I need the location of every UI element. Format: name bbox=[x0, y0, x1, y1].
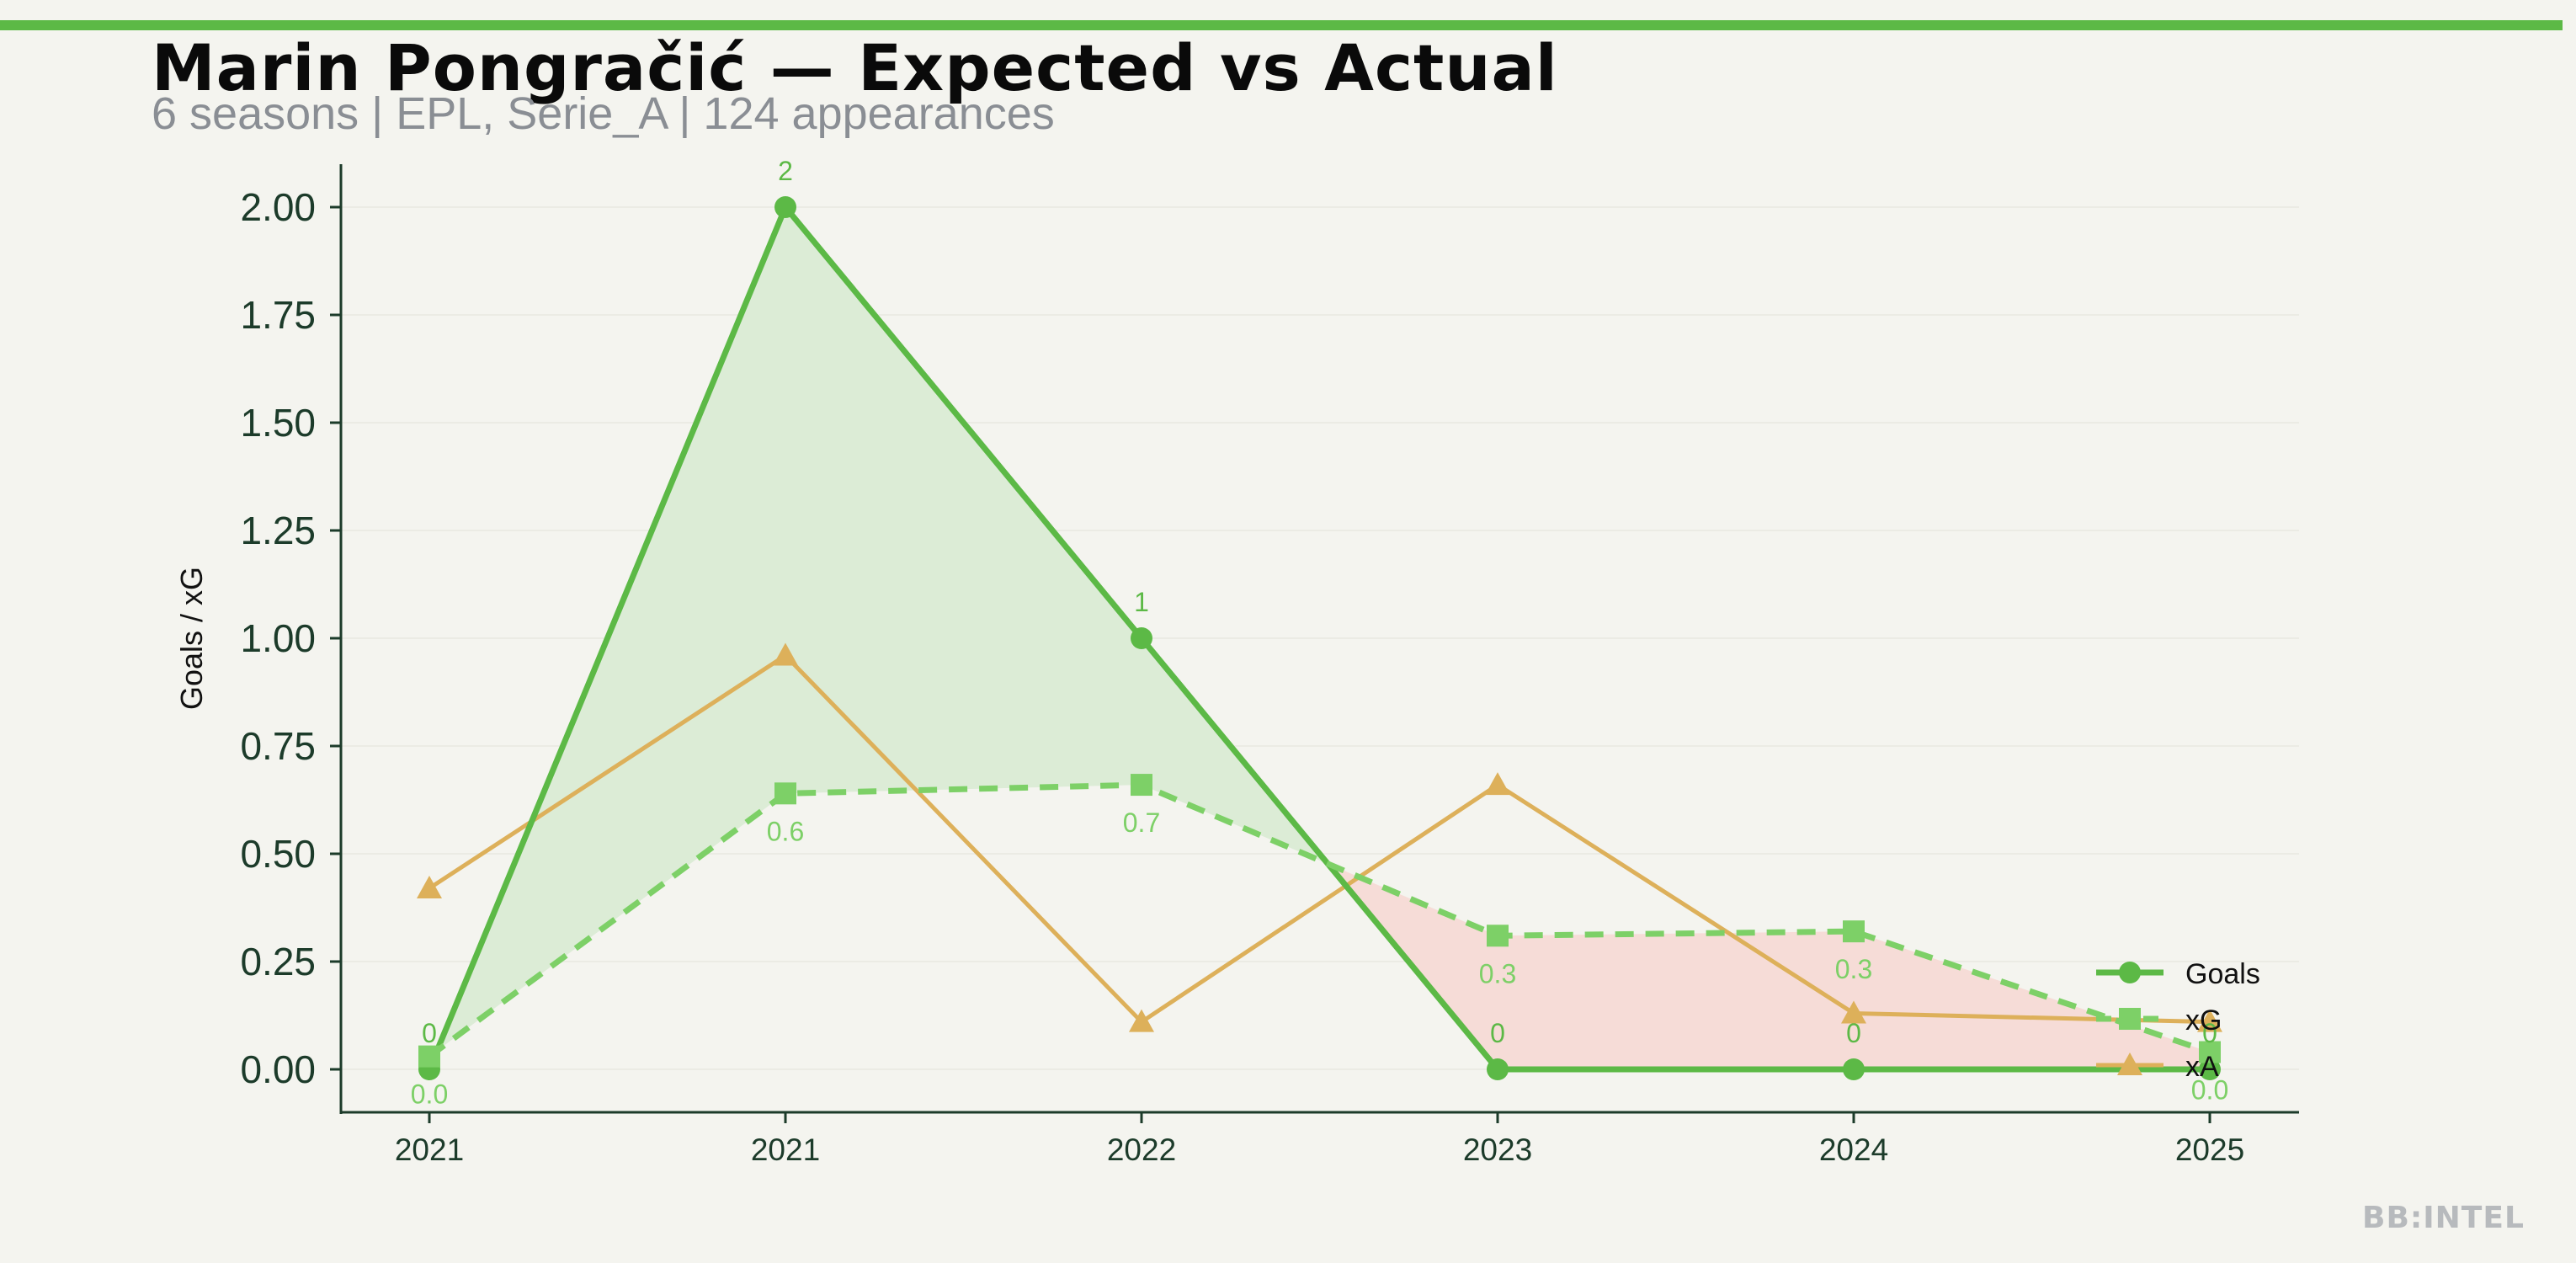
x-tick-label: 2022 bbox=[1107, 1132, 1176, 1167]
y-tick-label: 1.25 bbox=[240, 509, 316, 552]
xa-series-line bbox=[428, 653, 2211, 1025]
x-tick-label: 2023 bbox=[1463, 1132, 1532, 1167]
goals-series-line bbox=[426, 204, 2210, 1073]
y-tick-label: 2.00 bbox=[240, 185, 316, 229]
xg-series-line bbox=[427, 781, 2211, 1059]
xa-point bbox=[2197, 1009, 2222, 1032]
xg-data-label: 0.3 bbox=[1835, 954, 1872, 984]
accent-bar bbox=[0, 20, 2563, 30]
goals-point bbox=[1843, 1058, 1865, 1080]
x-tick-label: 2021 bbox=[751, 1132, 820, 1167]
legend-label-goals: Goals bbox=[2185, 958, 2260, 990]
xg-data-label: 0.7 bbox=[1123, 807, 1160, 838]
goals-data-label: 0 bbox=[422, 1018, 437, 1048]
brand-watermark: BB:INTEL bbox=[2362, 1201, 2525, 1235]
xg-point bbox=[2199, 1041, 2221, 1063]
y-tick-label: 0.75 bbox=[240, 724, 316, 768]
legend-marker-xa bbox=[2117, 1052, 2142, 1075]
xa-point bbox=[773, 642, 798, 666]
legend-marker-xg bbox=[2119, 1008, 2141, 1030]
xa-point bbox=[417, 875, 442, 898]
x-tick-label: 2021 bbox=[395, 1132, 464, 1167]
xa-point bbox=[1129, 1009, 1154, 1032]
goals-data-label: 0 bbox=[1846, 1018, 1861, 1048]
xg-point bbox=[1131, 774, 1152, 797]
y-tick-label: 1.00 bbox=[240, 616, 316, 660]
page-subtitle: 6 seasons | EPL, Serie_A | 124 appearanc… bbox=[152, 88, 1055, 139]
xa-point bbox=[1485, 772, 1510, 796]
y-tick-label: 1.75 bbox=[240, 293, 316, 337]
data-labels: 0 2 1 0 0 0 0.0 0.6 0.7 0.3 0.3 0.0 bbox=[411, 156, 2228, 1110]
legend: Goals xG xA bbox=[2096, 958, 2260, 1083]
legend-marker-goals bbox=[2119, 962, 2141, 983]
x-tick-label: 2024 bbox=[1819, 1132, 1888, 1167]
xg-point bbox=[1487, 925, 1509, 947]
xg-point bbox=[774, 782, 796, 805]
legend-label-xg: xG bbox=[2185, 1005, 2222, 1037]
y-tick-label: 0.00 bbox=[240, 1047, 316, 1091]
xa-point bbox=[1841, 1000, 1866, 1024]
goals-point bbox=[1131, 627, 1152, 649]
xg-data-label: 0.3 bbox=[1479, 958, 1516, 989]
xg-data-label: 0.0 bbox=[411, 1079, 448, 1110]
xg-data-label: 0.0 bbox=[2191, 1075, 2228, 1106]
goals-point bbox=[774, 196, 796, 218]
series bbox=[417, 196, 2222, 1080]
page-title: Marin Pongračić — Expected vs Actual bbox=[152, 30, 1558, 105]
y-tick-label: 1.50 bbox=[240, 401, 316, 445]
y-axis-label: Goals / xG bbox=[174, 567, 209, 710]
underperformance-fill bbox=[1854, 931, 2210, 1069]
goals-point bbox=[1487, 1058, 1509, 1080]
xg-data-label: 0.6 bbox=[767, 816, 804, 846]
goals-data-label: 0 bbox=[1490, 1018, 1505, 1048]
xg-point bbox=[1843, 920, 1865, 943]
goals-data-label: 2 bbox=[778, 156, 793, 186]
x-tick-label: 2025 bbox=[2175, 1132, 2244, 1167]
xg-point bbox=[418, 1045, 440, 1068]
y-tick-label: 0.50 bbox=[240, 832, 316, 876]
legend-label-xa: xA bbox=[2185, 1051, 2219, 1083]
goals-point bbox=[2199, 1058, 2221, 1080]
y-tick-label: 0.25 bbox=[240, 940, 316, 983]
overperformance-fill bbox=[785, 207, 1142, 794]
goals-data-label: 0 bbox=[2202, 1018, 2217, 1048]
ticks: 0.000.250.500.751.001.251.501.752.002021… bbox=[240, 185, 2244, 1167]
underperformance-fill bbox=[1498, 931, 1854, 1069]
goals-data-label: 1 bbox=[1134, 587, 1149, 617]
